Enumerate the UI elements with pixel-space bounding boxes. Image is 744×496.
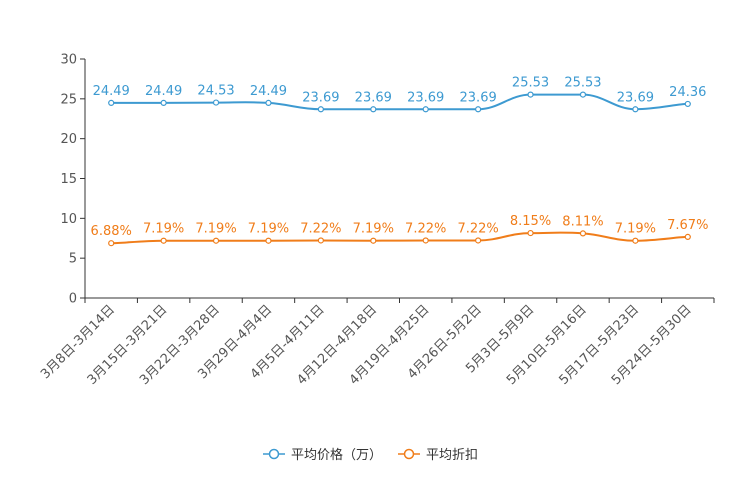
data-label: 23.69 — [355, 90, 392, 105]
y-tick-label: 5 — [69, 252, 77, 267]
legend[interactable]: 平均价格（万） 平均折扣 — [263, 447, 478, 463]
data-point[interactable] — [579, 91, 587, 98]
data-label: 24.53 — [197, 84, 234, 99]
data-point[interactable] — [684, 233, 691, 240]
data-label: 7.22% — [405, 221, 446, 236]
data-point[interactable] — [317, 237, 324, 244]
data-label: 7.19% — [195, 222, 236, 237]
data-point[interactable] — [632, 237, 639, 244]
data-label: 7.22% — [300, 221, 341, 236]
data-label: 7.19% — [143, 222, 184, 237]
y-tick-label: 10 — [60, 212, 77, 227]
data-point[interactable] — [265, 99, 272, 106]
y-tick-label: 20 — [60, 132, 77, 147]
y-tick-label: 0 — [69, 292, 77, 307]
legend-item-1[interactable]: 平均价格（万） — [263, 447, 382, 463]
data-point[interactable] — [160, 237, 167, 244]
data-point[interactable] — [475, 106, 482, 113]
data-label: 23.69 — [302, 90, 339, 105]
data-label: 8.15% — [510, 214, 551, 229]
data-point[interactable] — [475, 237, 482, 244]
data-label: 25.53 — [564, 76, 601, 91]
series-line — [111, 231, 688, 245]
data-label: 7.19% — [353, 222, 394, 237]
legend-marker-icon — [268, 448, 280, 460]
data-point[interactable] — [212, 99, 220, 106]
data-point[interactable] — [370, 106, 377, 113]
data-point[interactable] — [212, 237, 220, 244]
series-line — [111, 93, 688, 111]
data-label: 8.11% — [562, 214, 603, 229]
legend-label: 平均折扣 — [426, 448, 478, 463]
data-point[interactable] — [684, 100, 691, 108]
data-label: 6.88% — [91, 224, 132, 239]
data-label: 24.49 — [93, 84, 130, 99]
data-label: 7.22% — [457, 221, 498, 236]
data-label: 7.19% — [248, 222, 289, 237]
data-label: 24.49 — [250, 84, 287, 99]
data-label: 7.67% — [667, 218, 708, 233]
data-point[interactable] — [527, 91, 534, 98]
y-tick-label: 15 — [60, 172, 77, 187]
data-point[interactable] — [422, 237, 429, 244]
data-point[interactable] — [108, 99, 115, 106]
data-point[interactable] — [265, 237, 272, 244]
series-2: 6.88% 7.19% 7.19% 7.19% 7.22% 7.19% 7.22% 7.22%… — [91, 214, 708, 247]
data-label: 23.69 — [617, 90, 654, 105]
data-label: 23.69 — [407, 90, 444, 105]
series-layer: 24.49 24.49 24.53 24.49 23.69 23.69 23.69 23.69… — [91, 76, 708, 247]
y-tick-label: 25 — [60, 92, 77, 107]
legend-label: 平均价格（万） — [291, 447, 382, 463]
data-label: 25.53 — [512, 76, 549, 91]
data-point[interactable] — [317, 106, 324, 113]
data-point[interactable] — [370, 237, 377, 244]
data-label: 7.19% — [615, 222, 656, 237]
data-point[interactable] — [108, 240, 115, 247]
data-point[interactable] — [422, 106, 429, 113]
data-point[interactable] — [579, 230, 587, 237]
data-label: 24.36 — [669, 85, 706, 100]
legend-item-2[interactable]: 平均折扣 — [398, 448, 478, 463]
series-1: 24.49 24.49 24.53 24.49 23.69 23.69 23.69 23.69… — [93, 76, 706, 113]
data-point[interactable] — [160, 99, 167, 106]
data-point[interactable] — [527, 229, 534, 237]
data-label: 23.69 — [460, 90, 497, 105]
legend-marker-icon — [403, 448, 415, 460]
data-label: 24.49 — [145, 84, 182, 99]
data-point[interactable] — [632, 106, 639, 113]
y-tick-label: 30 — [60, 53, 77, 68]
